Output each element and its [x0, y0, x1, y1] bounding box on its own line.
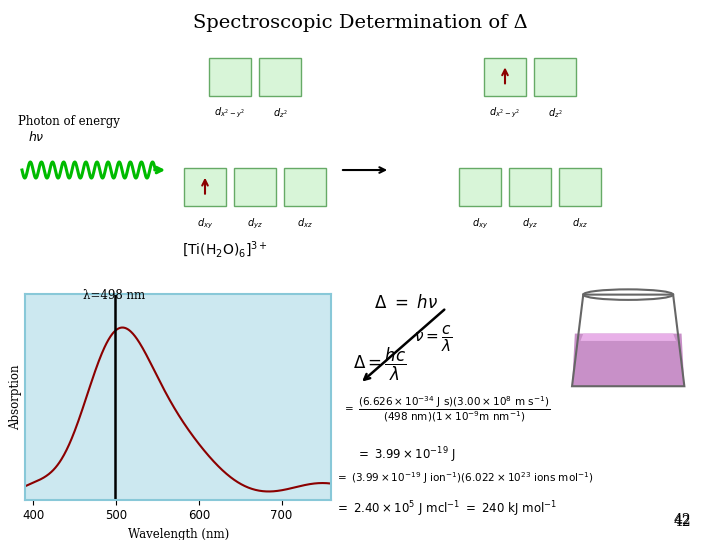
Text: λ=498 nm: λ=498 nm [84, 289, 145, 302]
Bar [284, 168, 326, 206]
Bar [184, 168, 226, 206]
Text: $h\nu$: $h\nu$ [28, 130, 45, 144]
Bar [234, 168, 276, 206]
Bar [509, 168, 551, 206]
Text: Photon of energy: Photon of energy [18, 116, 120, 129]
Text: $=\ 3.99\times10^{-19}\ \mathrm{J}$: $=\ 3.99\times10^{-19}\ \mathrm{J}$ [356, 446, 456, 465]
Text: $\Delta\ =\ h\nu$: $\Delta\ =\ h\nu$ [374, 294, 438, 312]
Bar [559, 168, 601, 206]
Text: $d_{z^2}$: $d_{z^2}$ [548, 106, 562, 120]
Text: $d_{x^2-y^2}$: $d_{x^2-y^2}$ [490, 106, 521, 120]
Y-axis label: Absorption: Absorption [9, 364, 22, 430]
Text: $\Delta = \dfrac{hc}{\lambda}$: $\Delta = \dfrac{hc}{\lambda}$ [353, 346, 406, 383]
Text: 42: 42 [674, 515, 691, 529]
Text: $=\ 2.40\times10^{5}\ \mathrm{J\ mcl}^{-1}\ =\ 240\ \mathrm{kJ\ mol}^{-1}$: $=\ 2.40\times10^{5}\ \mathrm{J\ mcl}^{-… [335, 500, 557, 519]
Text: $d_{yz}$: $d_{yz}$ [247, 216, 263, 231]
Text: $=\ \dfrac{(6.626\times10^{-34}\ \mathrm{J\ s})(3.00\times10^{8}\ \mathrm{m\ s}^: $=\ \dfrac{(6.626\times10^{-34}\ \mathrm… [342, 394, 550, 424]
Text: $d_{yz}$: $d_{yz}$ [522, 216, 538, 231]
Text: Spectroscopic Determination of Δ: Spectroscopic Determination of Δ [193, 14, 527, 31]
Text: $d_{z^2}$: $d_{z^2}$ [273, 106, 287, 120]
Text: $[\mathrm{Ti(H_2O)_6}]^{3+}$: $[\mathrm{Ti(H_2O)_6}]^{3+}$ [182, 240, 268, 260]
Bar [209, 58, 251, 96]
Bar [459, 168, 501, 206]
Bar [534, 58, 576, 96]
Bar [259, 58, 301, 96]
Polygon shape [572, 334, 684, 386]
Text: $d_{xz}$: $d_{xz}$ [572, 216, 588, 230]
Polygon shape [580, 334, 676, 341]
Text: $d_{xy}$: $d_{xy}$ [472, 216, 488, 231]
Text: $d_{xz}$: $d_{xz}$ [297, 216, 313, 230]
Text: $d_{xy}$: $d_{xy}$ [197, 216, 213, 231]
Text: 42: 42 [674, 512, 691, 526]
Text: $=\ (3.99\times10^{-19}\ \mathrm{J\ ion}^{-1})(6.022\times10^{23}\ \mathrm{ions\: $=\ (3.99\times10^{-19}\ \mathrm{J\ ion}… [335, 470, 593, 485]
Text: $d_{x^2-y^2}$: $d_{x^2-y^2}$ [215, 106, 246, 120]
Bar [484, 58, 526, 96]
X-axis label: Wavelength (nm): Wavelength (nm) [127, 528, 229, 540]
Text: $\nu = \dfrac{c}{\lambda}$: $\nu = \dfrac{c}{\lambda}$ [414, 324, 452, 354]
